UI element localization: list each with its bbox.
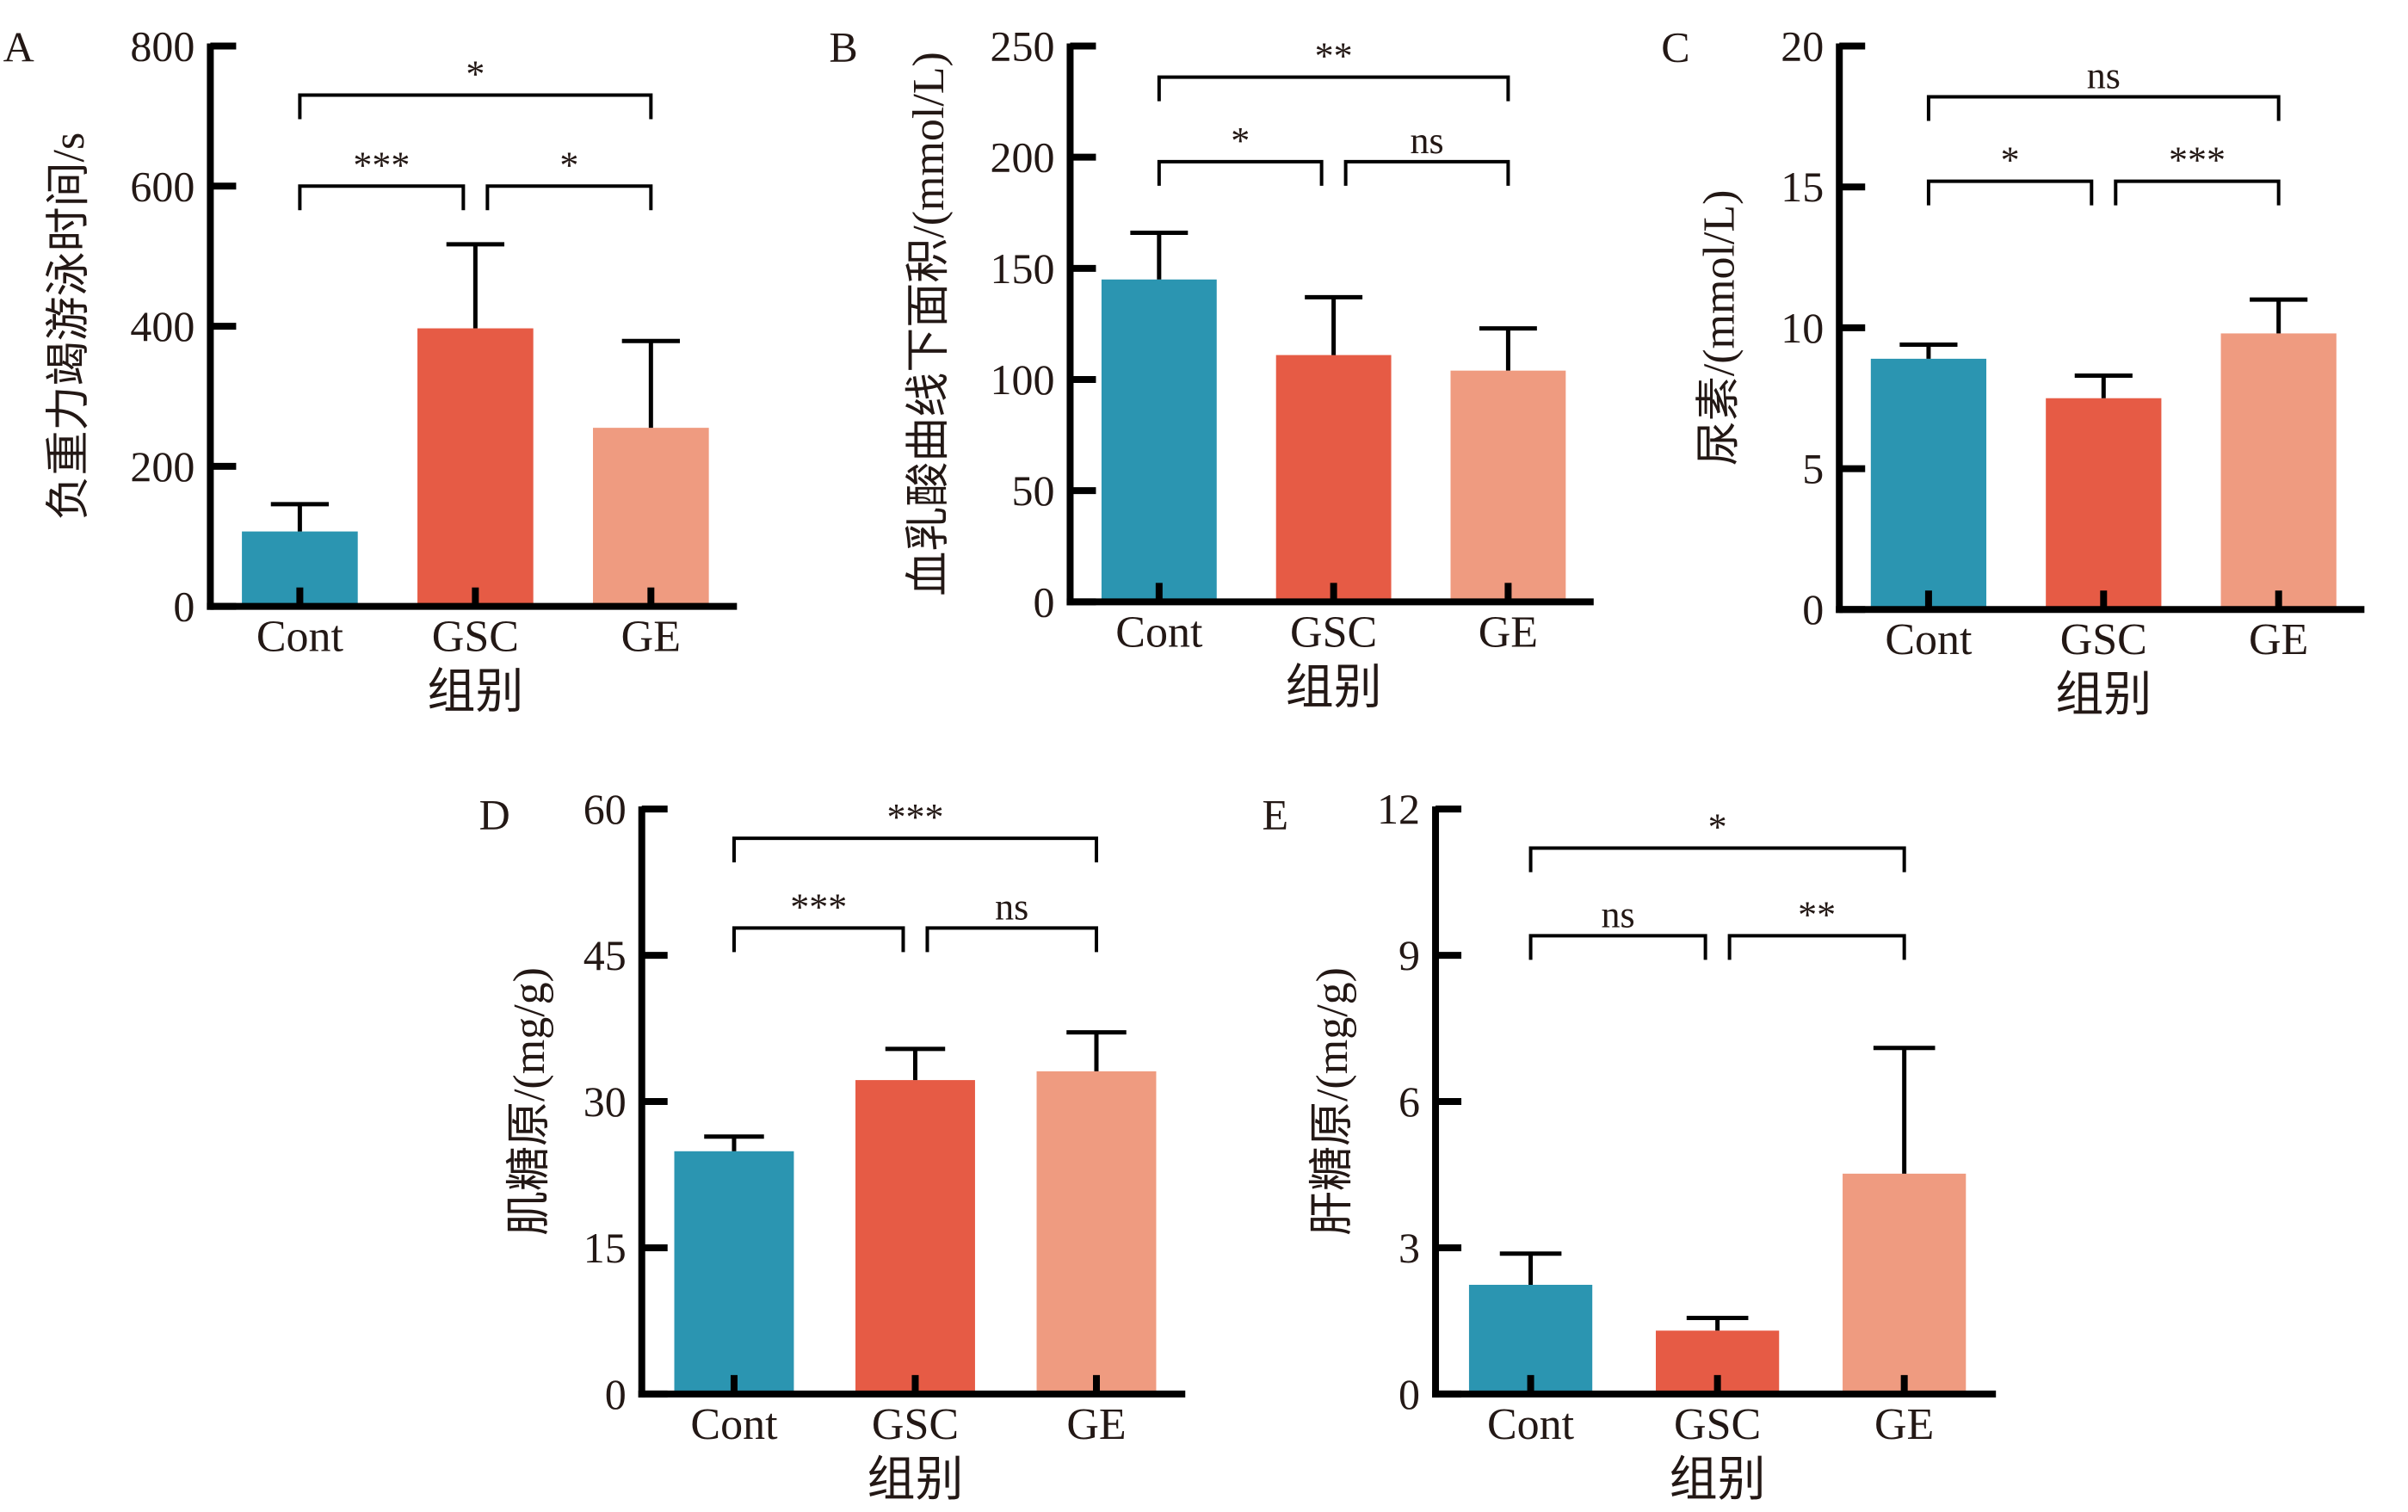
significance-label: *** [790,886,847,928]
y-tick-label: 150 [990,244,1054,293]
significance-bracket [732,926,905,953]
x-tick-label: GE [1479,608,1538,657]
x-tick-label: GE [1874,1400,1934,1449]
significance-label: ** [1798,893,1836,935]
significance-label: * [2001,139,2020,182]
y-axis-title: 肝糖原/(mg/g) [1308,967,1357,1236]
x-axis-title: 组别 [427,666,523,719]
y-tick-label: 600 [130,162,194,210]
y-tick-label: 200 [990,133,1054,182]
y-tick-label: 400 [130,302,194,350]
x-tick-label: Cont [690,1400,778,1449]
x-tick-label: Cont [1115,608,1203,657]
x-tick-label: Cont [256,613,344,662]
y-tick-label: 0 [173,583,194,631]
significance-bracket [1528,934,1707,960]
panel-label-a: A [3,23,34,71]
significance-label: *** [353,144,410,186]
significance-bracket [1157,159,1324,186]
significance-bracket [2114,179,2281,206]
y-tick-label: 3 [1398,1224,1420,1272]
x-tick-label: GSC [1674,1400,1761,1449]
y-tick-label: 0 [1802,585,1824,633]
bar-ge [2220,333,2337,610]
bar-gsc [855,1080,975,1394]
y-tick-label: 0 [1033,577,1054,626]
significance-label: *** [2169,139,2226,182]
y-tick-label: 50 [1011,466,1054,515]
panel-label-e: E [1262,791,1288,839]
significance-label: ns [1602,893,1635,935]
panel-label-d: D [479,791,510,839]
significance-label: * [1231,120,1250,162]
y-tick-label: 250 [990,22,1054,71]
significance-bracket [925,926,1098,953]
bar-gsc [2046,398,2162,610]
y-tick-label: 800 [130,22,194,71]
bar-gsc [417,328,534,607]
x-axis-title: 组别 [1286,661,1382,714]
x-axis-title: 组别 [2055,669,2152,722]
significance-label: * [1708,805,1727,848]
x-tick-label: Cont [1487,1400,1575,1449]
x-axis-title: 组别 [1670,1453,1766,1507]
y-axis-title: 负重力竭游泳时间/s [45,133,94,521]
bar-gsc [1275,355,1392,602]
panel-label-b: B [829,23,857,71]
bar-cont [1101,279,1217,602]
significance-label: * [559,144,578,186]
significance-bracket [1343,159,1510,186]
x-tick-label: GE [621,613,681,662]
x-tick-label: GSC [432,613,519,662]
y-tick-label: 10 [1781,304,1824,352]
bar-ge [1036,1071,1157,1394]
y-tick-label: 200 [130,442,194,491]
significance-bracket [1157,75,1510,102]
y-axis-title: 血乳酸曲线下面积/(mmol/L) [905,52,954,596]
y-axis-title: 尿素/(mmol/L) [1695,190,1744,466]
significance-bracket [298,93,653,120]
bar-ge [1843,1173,1967,1394]
y-tick-label: 6 [1398,1077,1420,1126]
x-tick-label: Cont [1885,615,1973,664]
significance-bracket [298,184,466,211]
x-tick-label: GSC [1290,608,1377,657]
bar-ge [593,428,709,607]
bar-cont [1870,358,1987,610]
y-tick-label: 0 [1398,1370,1420,1418]
y-tick-label: 100 [990,355,1054,404]
significance-bracket [1528,846,1906,873]
significance-bracket [1926,179,2094,206]
significance-bracket [732,836,1098,863]
y-tick-label: 9 [1398,931,1420,979]
x-tick-label: GSC [872,1400,959,1449]
y-tick-label: 12 [1377,785,1420,833]
significance-bracket [1727,934,1906,960]
significance-label: ns [1410,120,1443,162]
x-tick-label: GE [1066,1400,1126,1449]
significance-bracket [1926,95,2281,121]
bar-ge [1450,370,1566,602]
x-tick-label: GE [2249,615,2308,664]
significance-label: *** [886,796,943,838]
y-axis-title: 肌糖原/(mg/g) [505,967,554,1236]
x-tick-label: GSC [2060,615,2147,664]
y-tick-label: 0 [605,1370,627,1418]
y-tick-label: 60 [583,785,627,833]
y-tick-label: 15 [1781,163,1824,211]
y-tick-label: 15 [583,1224,627,1272]
x-axis-title: 组别 [867,1453,963,1507]
y-tick-label: 5 [1802,445,1824,493]
significance-label: * [466,52,485,95]
y-tick-label: 20 [1781,22,1824,71]
significance-label: ** [1315,35,1353,77]
panel-label-c: C [1661,23,1689,71]
y-tick-label: 45 [583,931,627,979]
significance-bracket [485,184,653,211]
significance-label: ns [995,886,1028,928]
y-tick-label: 30 [583,1077,627,1126]
bar-cont [674,1151,794,1394]
significance-label: ns [2087,54,2121,96]
